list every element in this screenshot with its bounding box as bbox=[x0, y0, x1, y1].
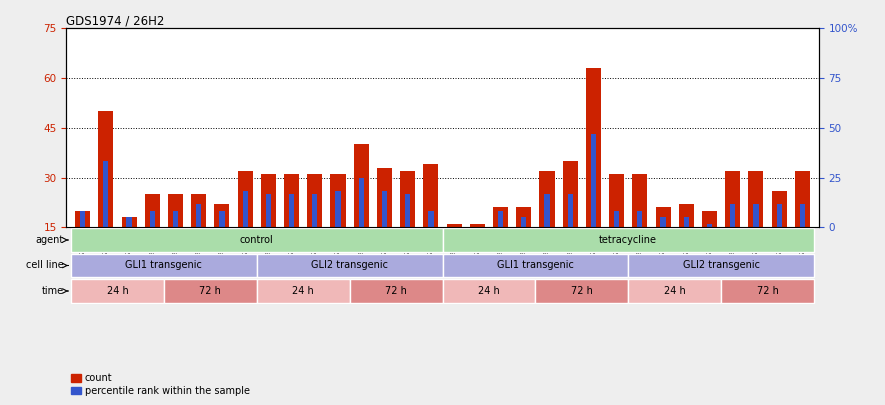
Bar bbox=[405, 194, 411, 277]
Bar bbox=[660, 217, 666, 277]
Bar bbox=[330, 174, 345, 277]
Bar bbox=[354, 144, 369, 277]
Legend: count, percentile rank within the sample: count, percentile rank within the sample bbox=[71, 373, 250, 396]
Bar bbox=[683, 217, 689, 277]
Bar bbox=[428, 211, 434, 277]
Bar bbox=[521, 217, 527, 277]
Text: 24 h: 24 h bbox=[106, 286, 128, 296]
Bar bbox=[609, 174, 624, 277]
Bar bbox=[498, 211, 504, 277]
Bar bbox=[540, 171, 555, 277]
Bar bbox=[381, 191, 387, 277]
Bar bbox=[586, 68, 601, 277]
Bar bbox=[753, 204, 758, 277]
Text: tetracycline: tetracycline bbox=[599, 235, 658, 245]
Bar bbox=[721, 279, 814, 303]
Text: GLI1 transgenic: GLI1 transgenic bbox=[126, 260, 203, 271]
Text: GLI2 transgenic: GLI2 transgenic bbox=[682, 260, 759, 271]
Bar bbox=[400, 171, 415, 277]
Bar bbox=[442, 254, 628, 277]
Bar bbox=[358, 177, 364, 277]
Bar bbox=[544, 194, 550, 277]
Bar bbox=[127, 217, 132, 277]
Bar bbox=[335, 191, 341, 277]
Bar bbox=[312, 194, 318, 277]
Bar bbox=[628, 254, 814, 277]
Bar bbox=[266, 194, 271, 277]
Text: cell line: cell line bbox=[27, 260, 64, 271]
Bar bbox=[730, 204, 735, 277]
Text: agent: agent bbox=[35, 235, 64, 245]
Text: 24 h: 24 h bbox=[478, 286, 500, 296]
Bar bbox=[289, 194, 294, 277]
Bar bbox=[614, 211, 620, 277]
Text: GDS1974 / 26H2: GDS1974 / 26H2 bbox=[66, 14, 165, 27]
Bar bbox=[474, 227, 480, 277]
Text: GLI1 transgenic: GLI1 transgenic bbox=[497, 260, 573, 271]
Bar bbox=[214, 204, 229, 277]
Bar bbox=[104, 161, 109, 277]
Bar bbox=[772, 191, 787, 277]
Bar bbox=[725, 171, 740, 277]
Bar bbox=[423, 164, 438, 277]
Bar bbox=[563, 161, 578, 277]
Bar bbox=[71, 254, 257, 277]
Bar bbox=[447, 224, 462, 277]
Text: 72 h: 72 h bbox=[199, 286, 221, 296]
Bar bbox=[442, 279, 535, 303]
Bar bbox=[567, 194, 573, 277]
Text: control: control bbox=[240, 235, 273, 245]
Bar bbox=[591, 134, 596, 277]
Bar bbox=[145, 194, 160, 277]
Bar bbox=[470, 224, 485, 277]
Bar bbox=[191, 194, 206, 277]
Bar bbox=[71, 279, 164, 303]
Bar bbox=[516, 207, 531, 277]
Bar bbox=[168, 194, 183, 277]
Bar bbox=[75, 211, 90, 277]
Bar bbox=[284, 174, 299, 277]
Bar bbox=[795, 171, 810, 277]
Bar bbox=[702, 211, 717, 277]
Bar bbox=[80, 211, 85, 277]
Text: 24 h: 24 h bbox=[664, 286, 686, 296]
Bar bbox=[219, 211, 225, 277]
Bar bbox=[656, 207, 671, 277]
Bar bbox=[679, 204, 694, 277]
Bar bbox=[632, 174, 648, 277]
Bar bbox=[257, 279, 350, 303]
Bar bbox=[749, 171, 764, 277]
Bar bbox=[307, 174, 322, 277]
Text: 72 h: 72 h bbox=[757, 286, 779, 296]
Bar bbox=[261, 174, 276, 277]
Bar bbox=[800, 204, 805, 277]
Bar bbox=[377, 168, 392, 277]
Bar bbox=[71, 228, 442, 252]
Bar bbox=[707, 224, 712, 277]
Bar bbox=[237, 171, 253, 277]
Bar bbox=[493, 207, 508, 277]
Bar bbox=[637, 211, 643, 277]
Text: time: time bbox=[42, 286, 64, 296]
Bar bbox=[628, 279, 721, 303]
Bar bbox=[121, 217, 136, 277]
Text: 72 h: 72 h bbox=[385, 286, 407, 296]
Bar bbox=[242, 191, 248, 277]
Bar bbox=[150, 211, 155, 277]
Bar bbox=[173, 211, 178, 277]
Bar bbox=[442, 228, 814, 252]
Text: 72 h: 72 h bbox=[571, 286, 593, 296]
Bar bbox=[164, 279, 257, 303]
Bar bbox=[196, 204, 202, 277]
Bar bbox=[257, 254, 442, 277]
Bar bbox=[451, 227, 457, 277]
Text: GLI2 transgenic: GLI2 transgenic bbox=[312, 260, 389, 271]
Text: 24 h: 24 h bbox=[292, 286, 314, 296]
Bar bbox=[350, 279, 442, 303]
Bar bbox=[776, 204, 781, 277]
Bar bbox=[535, 279, 628, 303]
Bar bbox=[98, 111, 113, 277]
